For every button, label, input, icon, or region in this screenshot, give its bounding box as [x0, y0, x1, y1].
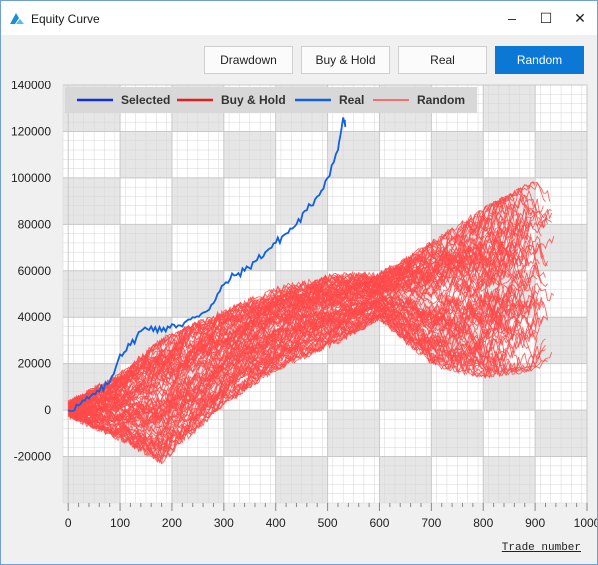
random-series-line	[68, 313, 553, 453]
x-tick-label: 200	[162, 516, 182, 530]
legend-entry: Selected	[121, 93, 170, 107]
minimize-button[interactable]: –	[495, 1, 529, 35]
maximize-icon: ☐	[539, 9, 553, 26]
random-series-line	[67, 228, 501, 407]
random-series-line	[67, 302, 548, 448]
equity-chart: -20000 0 20000 40000 60000 80000 100000 120000 1…	[1, 78, 598, 557]
legend-entry: Random	[417, 93, 465, 107]
legend-entry: Real	[339, 93, 364, 107]
random-series-line	[67, 312, 546, 464]
close-icon: ✕	[574, 9, 586, 26]
random-series-line	[68, 302, 503, 434]
y-tick-label: 40000	[18, 310, 52, 324]
random-series-line	[68, 212, 536, 410]
minimize-icon: –	[508, 10, 516, 26]
x-tick-label: 900	[525, 516, 545, 530]
random-series-line	[67, 314, 522, 450]
random-series-line	[67, 311, 548, 460]
real-series-line	[67, 117, 347, 413]
random-button[interactable]: Random	[495, 46, 584, 74]
x-tick-label: 100	[110, 516, 130, 530]
x-axis-label: Trade number	[501, 542, 581, 554]
x-tick-label: 400	[266, 516, 286, 530]
random-series-line	[67, 289, 515, 421]
window-title: Equity Curve	[31, 12, 100, 26]
buy-hold-button[interactable]: Buy & Hold	[301, 46, 390, 74]
y-tick-label: 20000	[18, 357, 52, 371]
y-tick-label: 140000	[11, 81, 51, 92]
y-tick-label: 60000	[18, 264, 52, 278]
legend-entry: Buy & Hold	[221, 93, 286, 107]
grid-band	[63, 270, 121, 318]
x-tick-label: 1000	[574, 516, 597, 530]
y-tick-label: 120000	[11, 124, 51, 138]
y-tick-label: 80000	[18, 217, 52, 231]
x-tick-label: 300	[214, 516, 234, 530]
y-tick-label: 0	[44, 403, 51, 417]
real-button[interactable]: Real	[398, 46, 487, 74]
x-tick-label: 700	[421, 516, 441, 530]
random-series-line	[68, 208, 552, 408]
title-bar: Equity Curve – ☐ ✕	[1, 1, 597, 35]
grid-band	[63, 177, 121, 225]
grid-band	[63, 456, 121, 503]
x-tick-label: 800	[473, 516, 493, 530]
random-series-line	[67, 240, 546, 412]
x-tick-label: 500	[318, 516, 338, 530]
y-tick-label: -20000	[14, 450, 52, 464]
x-tick-label: 0	[65, 516, 72, 530]
drawdown-button[interactable]: Drawdown	[204, 46, 293, 74]
close-button[interactable]: ✕	[563, 1, 597, 35]
random-series-line	[67, 241, 532, 409]
random-series-line	[67, 312, 546, 452]
y-tick-label: 100000	[11, 171, 51, 185]
maximize-button[interactable]: ☐	[529, 1, 563, 35]
app-logo-icon	[10, 13, 24, 24]
equity-chart-svg: -20000 0 20000 40000 60000 80000 100000 120000 1…	[11, 78, 598, 530]
x-tick-label: 600	[369, 516, 389, 530]
